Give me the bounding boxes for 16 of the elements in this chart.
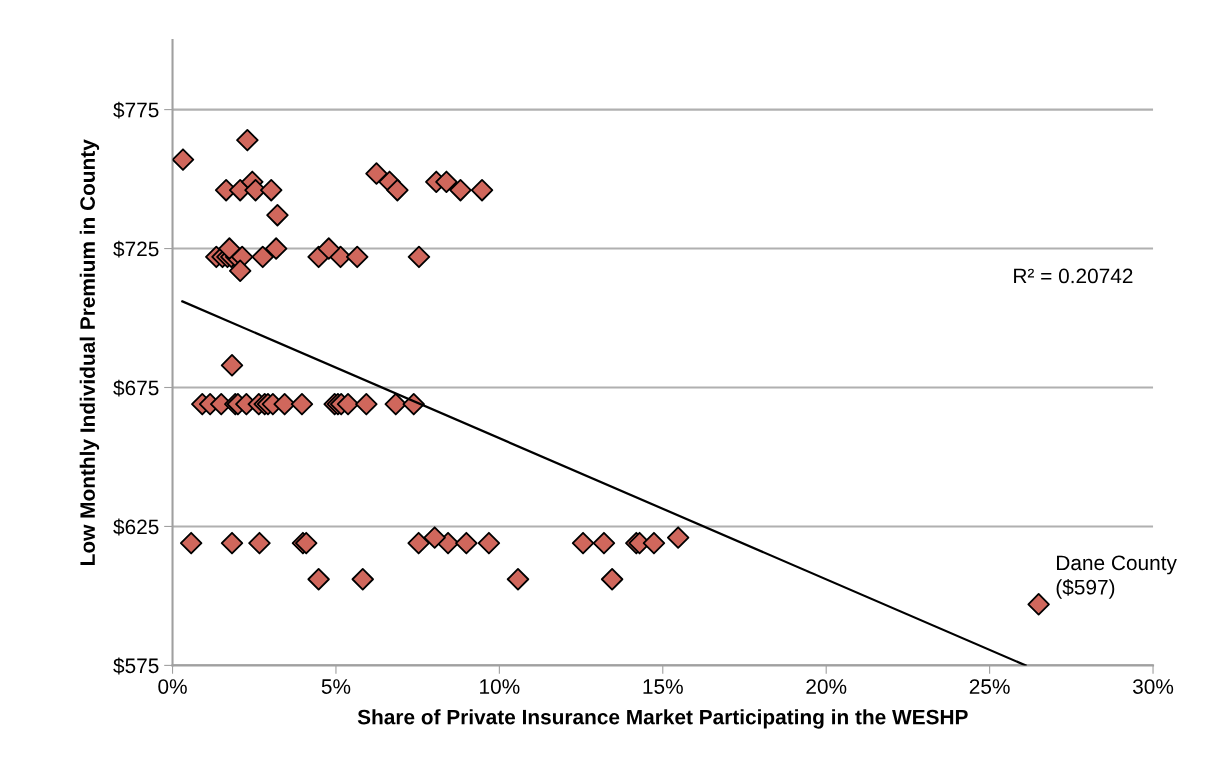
- x-tick-label: 5%: [321, 679, 351, 694]
- x-tick-label: 10%: [480, 679, 520, 694]
- x-tick-label: 20%: [806, 679, 847, 694]
- y-tick-label: $675: [113, 379, 159, 397]
- y-tick-label: $775: [113, 101, 159, 119]
- annotation: R² = 0.20742: [1014, 268, 1133, 284]
- x-axis-title: Share of Private Insurance Market Participating in the WESHP: [357, 709, 968, 729]
- annotation: Dane County ($597): [1056, 555, 1177, 599]
- x-tick-label: 30%: [1132, 679, 1174, 694]
- y-tick-label: $575: [113, 657, 159, 675]
- x-tick-label: 25%: [969, 679, 1010, 694]
- y-tick-label: $725: [113, 240, 159, 258]
- y-axis-title: Low Monthly Individual Premium in County: [79, 139, 100, 565]
- x-tick-label: 0%: [158, 679, 187, 694]
- x-tick-label: 15%: [643, 679, 683, 694]
- y-tick-label: $625: [113, 518, 159, 536]
